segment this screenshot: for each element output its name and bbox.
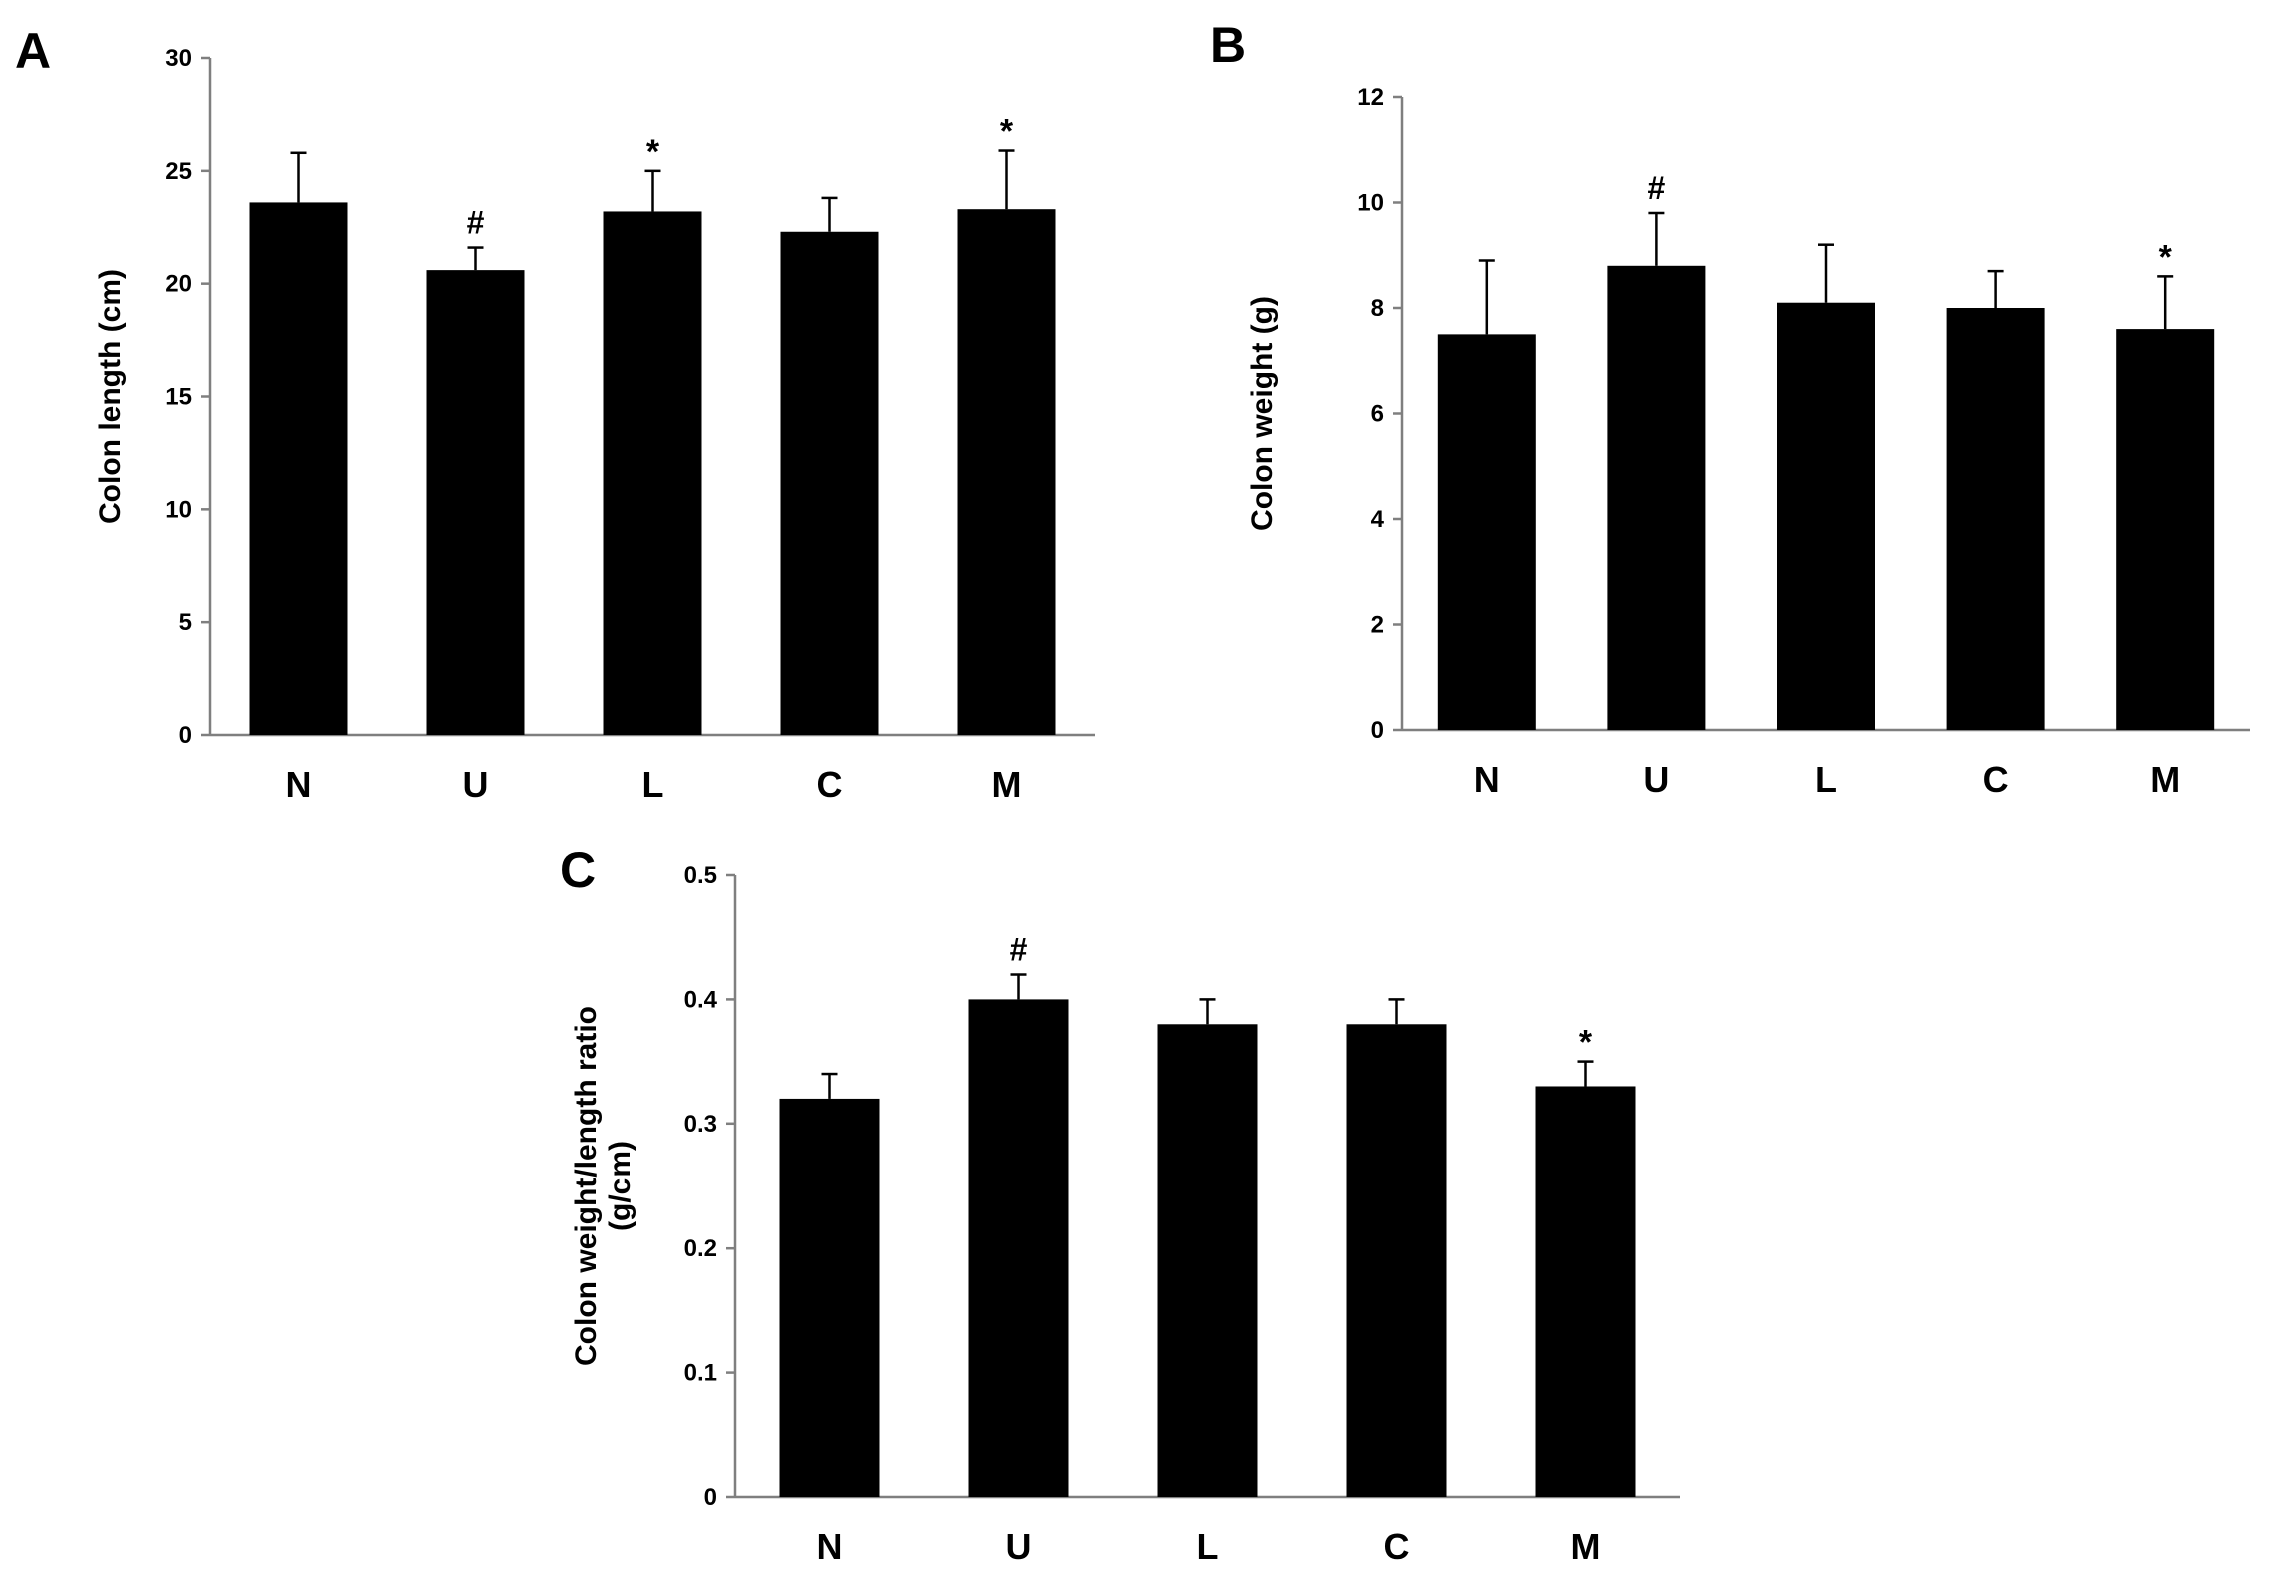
y-tick-label: 12 bbox=[1357, 84, 1384, 111]
bar-u bbox=[968, 999, 1069, 1497]
y-tick-label: 0.3 bbox=[684, 1111, 717, 1138]
y-tick-label: 10 bbox=[165, 496, 192, 523]
bar-l bbox=[1777, 302, 1875, 730]
y-tick-label: 0 bbox=[704, 1484, 717, 1511]
panel-letter: A bbox=[15, 23, 51, 79]
y-axis-title: Colon length (cm) bbox=[94, 269, 127, 524]
y-tick-label: 0.2 bbox=[684, 1235, 717, 1262]
panel-letter: B bbox=[1210, 17, 1246, 73]
panel-b: B 0 2 4 6 8 10 12 Colon weight (g) N # U L C * M bbox=[1210, 17, 2250, 800]
x-tick-label: U bbox=[1643, 759, 1669, 800]
significance-star: * bbox=[1000, 113, 1014, 151]
y-tick-label: 6 bbox=[1371, 401, 1384, 428]
y-tick-label: 5 bbox=[179, 609, 192, 636]
y-axis-title: Colon weight/length ratio bbox=[570, 1006, 603, 1366]
significance-star: * bbox=[1579, 1024, 1593, 1062]
x-tick-label: L bbox=[1815, 759, 1837, 800]
bar-c bbox=[780, 231, 879, 735]
y-axis-title-unit: (g/cm) bbox=[604, 1141, 637, 1231]
y-tick-label: 25 bbox=[165, 158, 192, 185]
x-tick-label: N bbox=[817, 1526, 843, 1567]
y-tick-label: 15 bbox=[165, 384, 192, 411]
panel-a: A 0 5 10 15 20 25 30 Colon length (cm) N # U * L C * M bbox=[15, 23, 1095, 805]
bar-m bbox=[2116, 329, 2215, 730]
bar-n bbox=[249, 202, 348, 736]
bar-u bbox=[426, 270, 525, 735]
y-tick-label: 0.4 bbox=[684, 986, 718, 1013]
panel-letter: C bbox=[560, 842, 596, 898]
x-tick-label: U bbox=[463, 764, 489, 805]
bar-c bbox=[1946, 308, 2045, 730]
significance-hash: # bbox=[1648, 170, 1666, 206]
panel-c: C 0 0.1 0.2 0.3 0.4 0.5 Colon weight/length rat… bbox=[560, 842, 1680, 1567]
y-axis-title: Colon weight (g) bbox=[1246, 296, 1279, 531]
bar-l bbox=[603, 211, 702, 735]
y-tick-label: 0 bbox=[179, 722, 192, 749]
x-tick-label: N bbox=[1474, 759, 1500, 800]
x-tick-label: C bbox=[817, 764, 843, 805]
x-tick-label: M bbox=[992, 764, 1022, 805]
significance-star: * bbox=[646, 133, 660, 171]
x-tick-label: L bbox=[642, 764, 664, 805]
bar-m bbox=[957, 209, 1056, 736]
y-tick-label: 8 bbox=[1371, 295, 1384, 322]
bar-u bbox=[1607, 265, 1706, 730]
significance-hash: # bbox=[467, 205, 485, 241]
x-tick-label: C bbox=[1983, 759, 2009, 800]
y-tick-label: 0 bbox=[1371, 717, 1384, 744]
bar-c bbox=[1346, 1024, 1447, 1497]
x-tick-label: M bbox=[1571, 1526, 1601, 1567]
x-tick-label: N bbox=[286, 764, 312, 805]
y-tick-label: 4 bbox=[1371, 506, 1385, 533]
y-tick-label: 2 bbox=[1371, 612, 1384, 639]
x-tick-label: C bbox=[1384, 1526, 1410, 1567]
bar-n bbox=[779, 1098, 880, 1497]
significance-star: * bbox=[2159, 238, 2173, 276]
y-tick-label: 0.5 bbox=[684, 862, 717, 889]
x-tick-label: M bbox=[2150, 759, 2180, 800]
y-tick-label: 0.1 bbox=[684, 1360, 717, 1387]
y-tick-label: 20 bbox=[165, 271, 192, 298]
significance-hash: # bbox=[1010, 932, 1028, 968]
x-tick-label: L bbox=[1197, 1526, 1219, 1567]
bar-l bbox=[1157, 1024, 1258, 1497]
bar-n bbox=[1437, 334, 1536, 730]
x-tick-label: U bbox=[1006, 1526, 1032, 1567]
y-tick-label: 10 bbox=[1357, 190, 1384, 217]
bar-m bbox=[1535, 1086, 1636, 1497]
y-tick-label: 30 bbox=[165, 45, 192, 72]
